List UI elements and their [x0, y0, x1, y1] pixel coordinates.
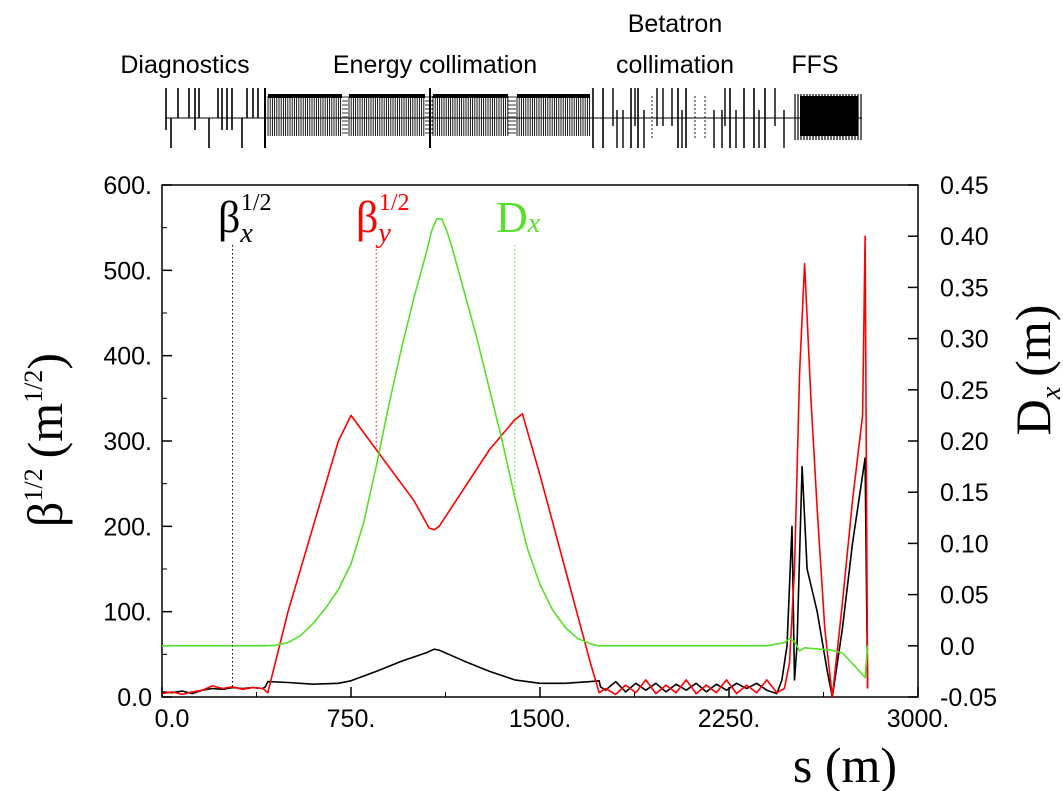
- section-label-energy-collimation: Energy collimation: [333, 51, 537, 79]
- y2-tick-label: 0.40: [940, 223, 989, 251]
- section-labels: Diagnostics Energy collimation Betatron …: [120, 10, 838, 79]
- section-label-ffs: FFS: [791, 51, 838, 79]
- x-tick-label: 1500.: [509, 705, 572, 733]
- y2-tick-label: 0.30: [940, 326, 989, 354]
- curve-labels: βx1/2 βy1/2 Dx: [218, 190, 541, 249]
- label-leaders: [232, 245, 516, 688]
- section-label-betatron: Betatron: [628, 10, 723, 38]
- y2-tick-label: 0.20: [940, 428, 989, 456]
- x-axis: 0.0 750. 1500. 2250. 3000.: [155, 687, 950, 733]
- lattice-block: [433, 94, 508, 98]
- series-group: [161, 218, 869, 698]
- y2-tick-label: 0.25: [940, 377, 989, 405]
- y-tick-label: 400.: [103, 343, 152, 371]
- y2-tick-label: 0.10: [940, 530, 989, 558]
- y-tick-label: 500.: [103, 257, 152, 285]
- y-tick-label: 200.: [103, 513, 152, 541]
- y-tick-label: 300.: [103, 428, 152, 456]
- y-tick-label: 0.0: [117, 684, 152, 712]
- y-axis-right: -0.05 0.0 0.05 0.10 0.15 0.20 0.25 0.30 0.35 0.40…: [908, 172, 997, 712]
- series-line-dx: [162, 218, 869, 679]
- y-axis-label: β1/2(m1/2): [17, 353, 73, 527]
- y2-tick-label: 0.05: [940, 582, 989, 610]
- y2-tick-label: 0.45: [940, 172, 989, 200]
- y2-tick-label: 0.35: [940, 274, 989, 302]
- x-tick-label: 750.: [327, 705, 376, 733]
- curve-label-betay: βy1/2: [356, 190, 410, 249]
- y2-axis-label: Dx(m): [1005, 305, 1063, 436]
- lattice-block: [517, 94, 590, 98]
- lattice-bar: [165, 88, 862, 148]
- y-tick-label: 100.: [103, 599, 152, 627]
- plot-frame: [161, 184, 919, 698]
- y-axis-left: 0.0 100. 200. 300. 400. 500. 600.: [103, 172, 172, 712]
- lattice-block: [268, 94, 342, 98]
- section-label-diagnostics: Diagnostics: [120, 51, 249, 79]
- x-tick-label: 3000.: [887, 705, 950, 733]
- y-tick-label: 600.: [103, 172, 152, 200]
- y2-tick-label: 0.0: [940, 633, 975, 661]
- y2-tick-label: -0.05: [940, 684, 997, 712]
- y2-tick-label: 0.15: [940, 479, 989, 507]
- lattice-block: [349, 94, 425, 98]
- x-tick-label: 0.0: [155, 705, 190, 733]
- series-line-betay: [161, 235, 869, 698]
- curve-label-dx: Dx: [496, 193, 541, 242]
- x-axis-label: s (m): [793, 737, 897, 791]
- curve-label-betax: βx1/2: [218, 190, 272, 249]
- section-label-collimation: collimation: [616, 51, 734, 79]
- x-tick-label: 2250.: [698, 705, 761, 733]
